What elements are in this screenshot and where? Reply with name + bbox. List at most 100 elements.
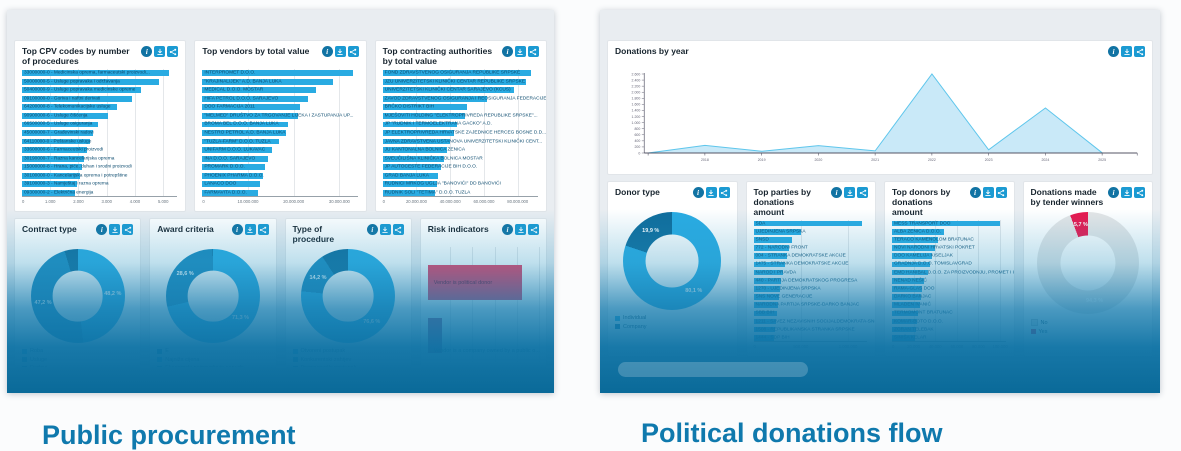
share-icon[interactable] bbox=[527, 46, 539, 57]
info-icon[interactable]: i bbox=[501, 46, 513, 57]
contract-type-donut: 48,2 % 47,2 % Roba Usluge Radovi bbox=[22, 247, 133, 367]
bar-row: ZAVOD ZDRAVSTVENOG OSIGURANJA I REOSIGUR… bbox=[382, 95, 547, 102]
info-icon[interactable]: i bbox=[1108, 187, 1119, 198]
info-icon[interactable]: i bbox=[96, 224, 108, 235]
vendors-bar-chart: INTERPROMET D.O.O. "KRAJINALIJEK" A.D. BA… bbox=[202, 69, 358, 206]
panel-contract-type: Contract type i 48,2 % 47,2 % Roba Usluge Ra… bbox=[14, 218, 142, 368]
share-icon[interactable] bbox=[857, 187, 868, 198]
svg-text:2021: 2021 bbox=[871, 158, 879, 162]
bar-row: DOO KAMELIJA KISELJAK bbox=[892, 253, 953, 260]
chart-legend: Individual Company bbox=[615, 315, 647, 330]
info-icon[interactable]: i bbox=[321, 46, 333, 57]
svg-text:0: 0 bbox=[638, 151, 640, 155]
share-icon[interactable] bbox=[347, 46, 359, 57]
legend-item: Konkurentski zahtjev bbox=[292, 357, 362, 363]
bar-row: SVEUČILIŠNA KLINIČKA BOLNICA MOSTAR bbox=[382, 155, 483, 162]
bar-row: LANACO DOO bbox=[202, 181, 357, 188]
download-icon[interactable] bbox=[514, 46, 526, 57]
download-icon[interactable] bbox=[334, 46, 346, 57]
svg-text:1.200: 1.200 bbox=[632, 115, 641, 119]
bar-row: GRAD BANJA LUKA bbox=[382, 172, 538, 179]
share-icon[interactable] bbox=[718, 187, 730, 198]
share-icon[interactable] bbox=[167, 46, 179, 57]
procedure-donut: 76,6 % 14,2 % Otvoreni postupak Konkurentsk… bbox=[292, 247, 404, 367]
procurement-top-row: Top CPV codes by number of procedures i … bbox=[14, 40, 547, 212]
procurement-dashboard: Top CPV codes by number of procedures i … bbox=[7, 10, 554, 393]
bar-row: 66500000-5 - Usluge osiguranja bbox=[22, 121, 177, 128]
svg-text:2019: 2019 bbox=[758, 158, 766, 162]
share-icon[interactable] bbox=[1134, 46, 1145, 57]
bar-row: DARKO BANJAC bbox=[892, 294, 932, 300]
download-icon[interactable] bbox=[1121, 187, 1132, 198]
faded-search-input[interactable] bbox=[618, 362, 808, 377]
panel-title: Risk indicators bbox=[427, 224, 489, 234]
svg-text:1.800: 1.800 bbox=[632, 97, 641, 101]
download-icon[interactable] bbox=[1121, 46, 1132, 57]
donations-bottom-row: Donor type i 80,1 % 19,9 % Individual Compa… bbox=[607, 181, 1153, 357]
risk-indicators-chart: Vendor is political donor Vendor is a com… bbox=[427, 247, 540, 362]
bar-row: BROMA BEL D.O.O. BANJA LUKA bbox=[202, 121, 357, 128]
download-icon[interactable] bbox=[109, 224, 121, 235]
procurement-dashboard-card[interactable]: Top CPV codes by number of procedures i … bbox=[7, 10, 554, 393]
parties-bar-chart: SDA UJEDINJENA SRPSKA SNSD 772 - NARODNI FR… bbox=[753, 219, 876, 351]
svg-text:2025: 2025 bbox=[1098, 158, 1106, 162]
info-icon[interactable]: i bbox=[141, 46, 153, 57]
bar-row: MJEŠOVITI HOLDING "ELEKTROPRIVREDA REPUB… bbox=[382, 112, 538, 119]
panel-title: Top donors by donations amount bbox=[892, 187, 951, 218]
download-icon[interactable] bbox=[154, 46, 166, 57]
panel-risk-indicators: Risk indicators i Vendor is political do… bbox=[419, 218, 547, 368]
procurement-bottom-row: Contract type i 48,2 % 47,2 % Roba Usluge Ra… bbox=[14, 218, 547, 368]
chart-legend: No Yes bbox=[1030, 319, 1048, 335]
info-icon[interactable]: i bbox=[231, 224, 243, 235]
panel-top-cpv-codes: Top CPV codes by number of procedures i … bbox=[14, 40, 187, 212]
download-icon[interactable] bbox=[705, 187, 717, 198]
donations-dashboard-card[interactable]: Donations by year i 0 200 400 600 800 1.000 1.… bbox=[600, 10, 1160, 393]
svg-text:2024: 2024 bbox=[1041, 158, 1049, 162]
download-icon[interactable] bbox=[379, 224, 391, 235]
download-icon[interactable] bbox=[982, 187, 994, 198]
info-icon[interactable]: i bbox=[692, 187, 704, 198]
bar-row: RUDNICI MRKOG UGLJA "BANOVIĆI" DD BANOVI… bbox=[382, 181, 501, 188]
bar-row: ZORAN TELEBAK bbox=[892, 326, 934, 333]
share-icon[interactable] bbox=[995, 187, 1007, 198]
share-icon[interactable] bbox=[528, 224, 539, 235]
svg-text:600: 600 bbox=[634, 133, 640, 137]
bar-row: 33600000-6 - Farmaceutski proizvodi bbox=[22, 147, 104, 153]
share-icon[interactable] bbox=[392, 224, 404, 235]
panel-actions: i bbox=[969, 187, 1007, 198]
svg-text:2018: 2018 bbox=[701, 158, 709, 162]
bar-row: FOND ZDRAVSTVENOG OSIGURANJA REPUBLIKE S… bbox=[382, 70, 538, 77]
bar-row: NOVI NARODNI HRVATSKI POKRET bbox=[892, 245, 975, 251]
panel-actions: i bbox=[831, 187, 868, 198]
chart-legend: Otvoreni postupak Konkurentski zahtjev Pre… bbox=[292, 348, 362, 367]
svg-text:1.000: 1.000 bbox=[632, 121, 641, 125]
bar-row: TERMOMONT BRATUNAC bbox=[892, 310, 953, 317]
info-icon[interactable]: i bbox=[1108, 46, 1119, 57]
donations-dashboard: Donations by year i 0 200 400 600 800 1.000 1.… bbox=[600, 10, 1160, 393]
bar-row: 1211 - SAVEZ NEZAVISNIH SOCIJALDEMOKRATA… bbox=[753, 318, 876, 325]
panel-title: Donations by year bbox=[615, 46, 689, 56]
download-icon[interactable] bbox=[515, 224, 526, 235]
info-icon[interactable]: i bbox=[366, 224, 378, 235]
share-icon[interactable] bbox=[257, 224, 269, 235]
info-icon[interactable]: i bbox=[502, 224, 513, 235]
panel-top-contracting-authorities: Top contracting authorities by total val… bbox=[374, 40, 547, 212]
bar-row: EMD HANIBAL D.O.O. ZA PROIZVODNJU, PROME… bbox=[892, 269, 1015, 276]
svg-text:200: 200 bbox=[634, 145, 640, 149]
share-icon[interactable] bbox=[122, 224, 134, 235]
info-icon[interactable]: i bbox=[969, 187, 981, 198]
download-icon[interactable] bbox=[244, 224, 256, 235]
donut-chart: 94,3 % 5,7 % bbox=[1036, 212, 1139, 314]
download-icon[interactable] bbox=[844, 187, 855, 198]
svg-text:2.400: 2.400 bbox=[632, 78, 641, 82]
bar-row: 30190000-7 - Razna kancelarijska oprema bbox=[22, 155, 115, 162]
bar-row: ALBA ZENICA D.O.O. bbox=[892, 228, 1006, 235]
bar-row: 440 - PARTIJA DEMOKRATSKOG PROGRESA bbox=[753, 277, 858, 284]
donut-chart: 71,3 % 28,6 % bbox=[165, 249, 260, 343]
panel-donor-type: Donor type i 80,1 % 19,9 % Individual Compa… bbox=[607, 181, 738, 357]
svg-text:2.600: 2.600 bbox=[632, 72, 641, 76]
info-icon[interactable]: i bbox=[831, 187, 842, 198]
legend-item: Pregovarački postupak... bbox=[292, 365, 361, 367]
share-icon[interactable] bbox=[1134, 187, 1145, 198]
svg-text:2022: 2022 bbox=[928, 158, 936, 162]
